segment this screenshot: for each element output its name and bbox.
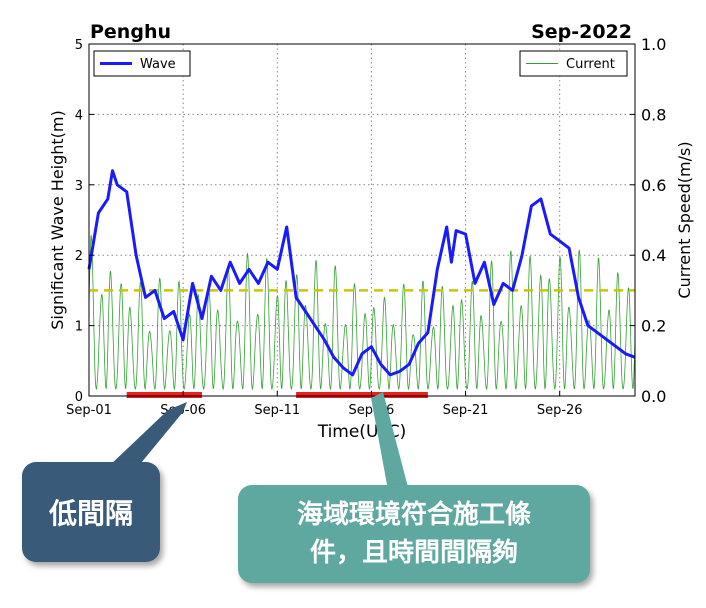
callout-suitable-line2: 件，且時間間隔夠 [309, 538, 518, 568]
axes [88, 43, 636, 397]
x-tick-label: Sep-21 [443, 403, 489, 418]
y-left-tick-label: 1 [75, 320, 83, 335]
legend-current-label: Current [566, 57, 615, 72]
y-left-tick-label: 2 [75, 249, 83, 264]
callout-low-interval: 低間隔 [22, 462, 160, 562]
callout-suitable-line1: 海域環境符合施工條 [296, 500, 531, 530]
x-tick-label: Sep-11 [254, 403, 300, 418]
plot-frame [88, 43, 636, 397]
y-left-tick-label: 0 [75, 390, 83, 405]
chart-title-right: Sep-2022 [531, 21, 632, 43]
y-axis-label-right: Current Speed(m/s) [675, 141, 694, 298]
x-tick-label: Sep-26 [537, 403, 583, 418]
legend-wave: Wave [93, 50, 191, 77]
y-left-tick-label: 5 [75, 38, 83, 53]
y-right-tick-label: 1.0 [641, 35, 666, 54]
y-right-tick-label: 0.8 [641, 105, 666, 124]
tick-labels: Sep-01Sep-06Sep-11Sep-16Sep-21Sep-260123… [66, 35, 666, 418]
y-right-tick-label: 0.0 [641, 387, 666, 406]
y-left-tick-label: 3 [75, 179, 83, 194]
callout-suitable-window: 海域環境符合施工條 件，且時間間隔夠 [238, 485, 590, 583]
grid-lines [89, 44, 635, 396]
wave-series [87, 169, 636, 377]
legend-wave-label: Wave [140, 57, 176, 72]
x-tick-label: Sep-01 [66, 403, 112, 418]
y-right-tick-label: 0.4 [641, 246, 666, 265]
callout-low-pointer [108, 402, 187, 480]
callout-ok-pointer [371, 392, 408, 490]
y-right-tick-label: 0.2 [641, 317, 666, 336]
current-line [88, 234, 636, 391]
y-axis-label-left: Significant Wave Height(m) [48, 110, 67, 329]
wave-line [87, 169, 636, 377]
y-right-tick-label: 0.6 [641, 176, 666, 195]
y-left-tick-label: 4 [75, 108, 83, 123]
chart-title-left: Penghu [90, 21, 171, 43]
current-series [88, 234, 636, 391]
legend-current: Current [519, 50, 628, 77]
callout-low-interval-text: 低間隔 [48, 497, 133, 530]
